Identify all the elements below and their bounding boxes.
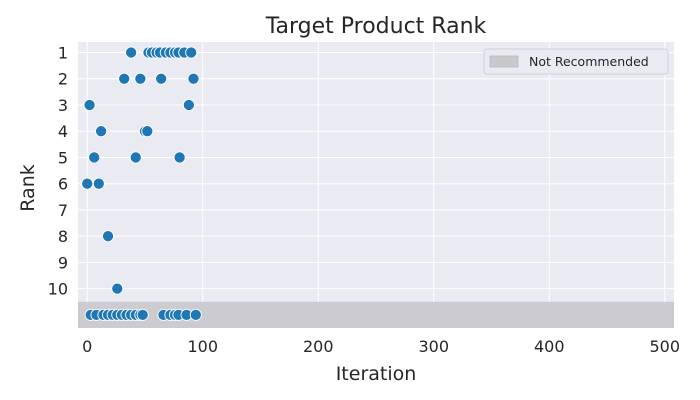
y-axis-label: Rank	[17, 164, 39, 211]
data-point-20	[88, 151, 101, 164]
x-tick-label-0: 0	[82, 337, 92, 356]
x-tick-labels: 0 100 200 300 400 500	[82, 337, 680, 356]
data-point-14	[187, 72, 200, 85]
data-point-10	[185, 46, 198, 59]
data-point-17	[95, 125, 108, 138]
data-point-22	[173, 151, 186, 164]
data-point-11	[118, 72, 131, 85]
data-point-13	[155, 72, 168, 85]
y-tick-label-0: 1	[58, 43, 68, 62]
y-tick-label-9: 10	[48, 280, 68, 299]
y-tick-label-7: 8	[58, 227, 68, 246]
y-tick-label-8: 9	[58, 253, 68, 272]
chart-title: Target Product Rank	[265, 14, 487, 39]
legend-label-not-recommended: Not Recommended	[529, 54, 649, 69]
x-tick-label-4: 400	[534, 337, 565, 356]
data-point-19	[141, 125, 154, 138]
x-axis-label: Iteration	[336, 363, 417, 385]
data-point-0	[125, 46, 138, 59]
data-point-25	[101, 230, 115, 243]
x-tick-label-5: 500	[649, 337, 680, 356]
legend-swatch-not-recommended	[489, 55, 519, 68]
legend: Not Recommended	[483, 48, 669, 75]
data-point-26	[111, 282, 124, 295]
y-tick-label-6: 7	[58, 201, 68, 220]
data-points	[81, 46, 202, 321]
x-tick-label-2: 200	[303, 337, 334, 356]
y-tick-label-2: 3	[58, 96, 68, 115]
data-point-38	[136, 308, 149, 321]
data-point-44	[189, 308, 202, 321]
y-tick-label-5: 6	[58, 175, 68, 194]
x-tick-label-1: 100	[187, 337, 218, 356]
y-tick-label-4: 5	[58, 148, 68, 167]
data-point-15	[83, 98, 96, 112]
data-point-12	[134, 72, 147, 85]
data-point-16	[182, 98, 195, 112]
legend-frame	[483, 48, 669, 75]
y-tick-label-1: 2	[58, 70, 68, 89]
y-tick-labels: 1 2 3 4 5 6 7 8 9 10	[48, 43, 68, 298]
y-tick-label-3: 4	[58, 122, 68, 141]
data-point-21	[129, 151, 142, 164]
plot-background	[78, 42, 674, 328]
data-point-24	[92, 177, 105, 190]
x-tick-label-3: 300	[418, 337, 449, 356]
data-point-23	[81, 177, 94, 190]
